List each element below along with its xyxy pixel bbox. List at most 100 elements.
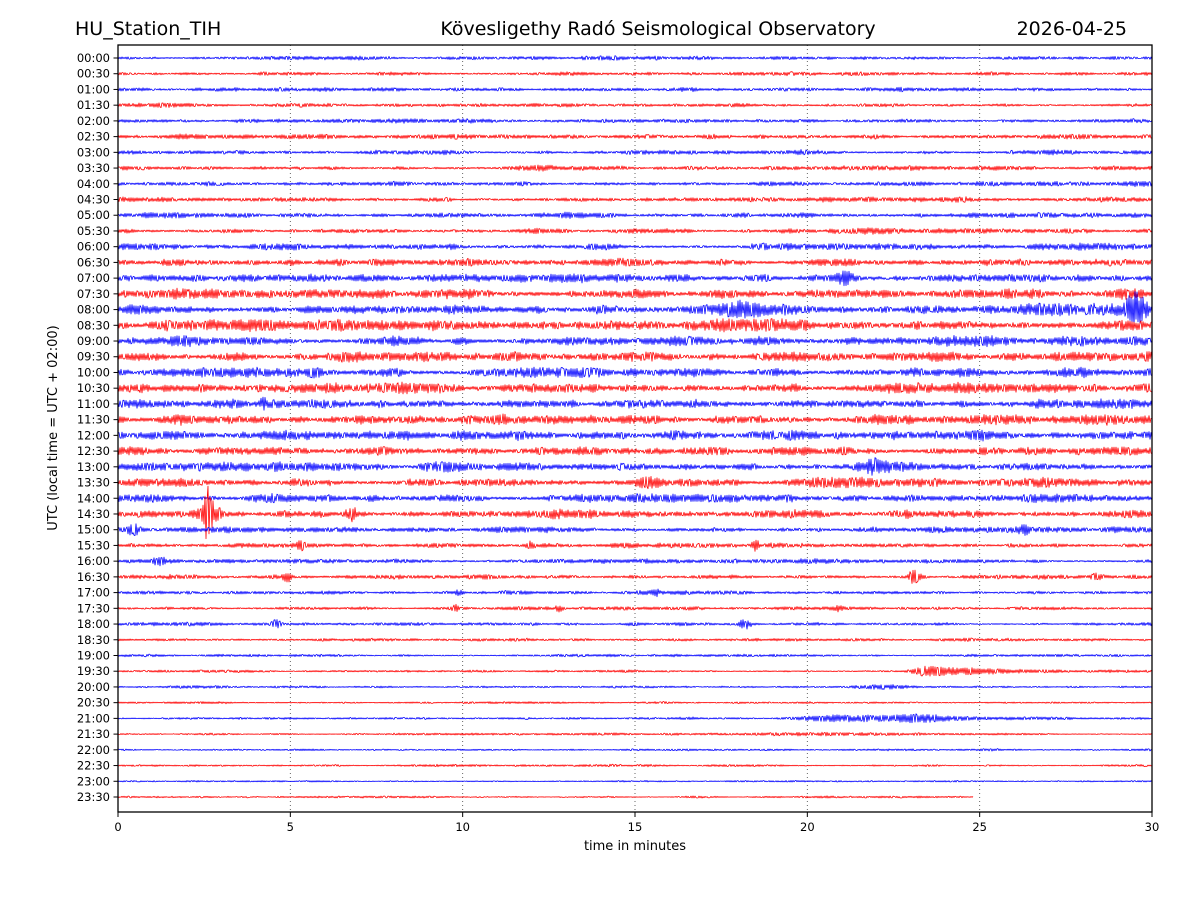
trace-10-30 (117, 381, 1153, 395)
row-label: 15:00 (77, 523, 110, 537)
row-label: 15:30 (77, 538, 110, 552)
x-tick-label: 0 (114, 820, 121, 834)
trace-08-00 (117, 291, 1153, 326)
row-label: 23:30 (77, 790, 110, 804)
row-label: 16:00 (77, 554, 110, 568)
row-label: 00:30 (77, 67, 110, 81)
row-label: 09:00 (77, 334, 110, 348)
row-label: 08:00 (77, 303, 110, 317)
trace-15-00 (117, 523, 1153, 536)
row-label: 04:00 (77, 177, 110, 191)
row-label: 12:00 (77, 428, 110, 442)
row-label: 17:30 (77, 601, 110, 615)
station-id: HU_Station_TIH (75, 18, 221, 40)
row-label: 04:30 (77, 193, 110, 207)
trace-06-00 (117, 242, 1153, 251)
row-label: 02:00 (77, 114, 110, 128)
trace-01-30 (117, 102, 1153, 108)
trace-20-30 (117, 701, 1153, 705)
row-label: 12:30 (77, 444, 110, 458)
trace-09-00 (117, 335, 1153, 348)
trace-03-00 (117, 149, 1153, 156)
row-label: 05:00 (77, 208, 110, 222)
trace-13-00 (117, 457, 1153, 476)
row-label: 11:00 (77, 397, 110, 411)
x-tick-label: 25 (972, 820, 987, 834)
trace-21-30 (117, 731, 1153, 737)
trace-03-30 (117, 164, 1153, 172)
row-label: 23:00 (77, 774, 110, 788)
trace-08-30 (117, 318, 1153, 333)
row-label: 06:00 (77, 240, 110, 254)
trace-11-00 (117, 396, 1153, 411)
trace-04-00 (117, 180, 1153, 188)
trace-21-00 (117, 713, 1153, 724)
row-label: 21:00 (77, 711, 110, 725)
row-label: 22:30 (77, 759, 110, 773)
trace-22-30 (117, 763, 1153, 768)
row-label: 21:30 (77, 727, 110, 741)
trace-00-00 (117, 55, 1153, 61)
row-label: 20:30 (77, 696, 110, 710)
trace-23-00 (117, 780, 1153, 783)
trace-04-30 (117, 196, 1153, 203)
trace-10-00 (117, 366, 1153, 379)
trace-19-30 (117, 665, 1153, 677)
trace-14-00 (117, 493, 1153, 504)
trace-22-00 (117, 748, 1153, 752)
row-label: 18:30 (77, 633, 110, 647)
x-tick-label: 20 (800, 820, 815, 834)
row-label: 10:00 (77, 365, 110, 379)
trace-11-30 (117, 413, 1152, 426)
trace-06-30 (117, 257, 1153, 267)
trace-05-00 (117, 211, 1153, 219)
x-tick-label: 5 (287, 820, 294, 834)
row-label: 17:00 (77, 586, 110, 600)
trace-12-30 (117, 446, 1153, 456)
trace-14-30 (117, 485, 1153, 540)
row-label: 16:30 (77, 570, 110, 584)
row-label: 14:30 (77, 507, 110, 521)
row-label: 14:00 (77, 491, 110, 505)
x-tick-label: 15 (628, 820, 643, 834)
trace-07-00 (117, 270, 1153, 287)
row-label: 00:00 (77, 51, 110, 65)
plot-title: Kövesligethy Radó Seismological Observat… (440, 18, 875, 40)
row-label: 01:00 (77, 82, 110, 96)
trace-12-00 (117, 429, 1153, 442)
trace-16-30 (117, 569, 1153, 584)
row-label: 02:30 (77, 130, 110, 144)
row-label: 22:00 (77, 743, 110, 757)
trace-15-30 (117, 539, 1153, 552)
row-label: 19:30 (77, 664, 110, 678)
row-label: 08:30 (77, 318, 110, 332)
row-label: 20:00 (77, 680, 110, 694)
row-label: 07:00 (77, 271, 110, 285)
trace-01-00 (117, 86, 1153, 93)
row-label: 18:00 (77, 617, 110, 631)
trace-02-00 (117, 118, 1153, 124)
trace-00-30 (117, 71, 1153, 77)
trace-18-30 (117, 637, 1153, 642)
row-label: 01:30 (77, 98, 110, 112)
row-label: 03:00 (77, 145, 110, 159)
row-label: 19:00 (77, 648, 110, 662)
plot-frame (117, 44, 1153, 813)
trace-07-30 (117, 287, 1153, 300)
trace-23-30 (117, 795, 974, 799)
trace-18-00 (117, 619, 1153, 630)
trace-17-30 (117, 603, 1153, 613)
x-tick-label: 10 (455, 820, 470, 834)
trace-20-00 (117, 684, 1153, 690)
trace-17-00 (117, 588, 1153, 598)
trace-19-00 (117, 653, 1153, 658)
trace-05-30 (117, 227, 1153, 235)
row-label: 09:30 (77, 350, 110, 364)
plot-date: 2026-04-25 (1017, 18, 1127, 40)
trace-13-30 (117, 476, 1153, 490)
x-axis-label: time in minutes (584, 839, 686, 854)
row-label: 11:30 (77, 413, 110, 427)
